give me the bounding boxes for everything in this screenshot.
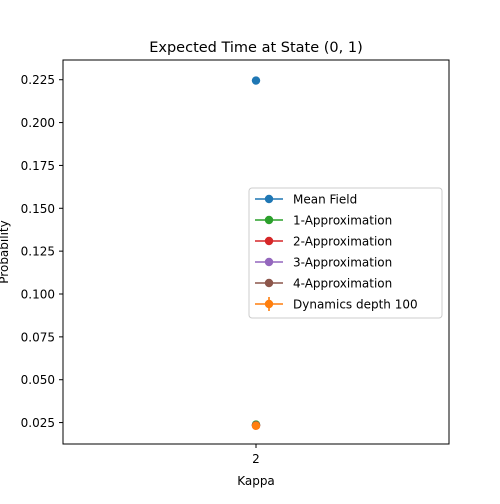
legend-label: Mean Field bbox=[293, 193, 357, 207]
legend-label: 4-Approximation bbox=[293, 277, 392, 291]
legend: Mean Field 1-Approximation 2-Approximation… bbox=[248, 187, 443, 319]
plot-area bbox=[251, 76, 261, 431]
y-tick-label: 0.075 bbox=[21, 330, 55, 344]
legend-marker bbox=[264, 278, 274, 288]
legend-label: Dynamics depth 100 bbox=[293, 298, 418, 312]
chart-title: Expected Time at State (0, 1) bbox=[149, 40, 363, 56]
x-tick-label: 2 bbox=[252, 452, 260, 466]
legend-marker bbox=[264, 257, 274, 267]
legend-marker bbox=[264, 236, 274, 246]
y-tick-label: 0.100 bbox=[21, 288, 55, 302]
y-axis-label: Probability bbox=[0, 220, 11, 283]
y-tick-label: 0.050 bbox=[21, 373, 55, 387]
legend-label: 2-Approximation bbox=[293, 235, 392, 249]
x-axis: 2 bbox=[252, 444, 260, 466]
legend-marker bbox=[264, 299, 274, 309]
y-tick-label: 0.125 bbox=[21, 245, 55, 259]
x-axis-label: Kappa bbox=[237, 474, 275, 488]
data-point bbox=[251, 421, 261, 431]
y-tick-label: 0.200 bbox=[21, 116, 55, 130]
legend-label: 1-Approximation bbox=[293, 214, 392, 228]
y-tick-label: 0.025 bbox=[21, 416, 55, 430]
data-point bbox=[251, 76, 261, 85]
legend-label: 3-Approximation bbox=[293, 256, 392, 270]
legend-marker bbox=[264, 215, 274, 225]
legend-marker bbox=[264, 194, 274, 204]
y-tick-label: 0.175 bbox=[21, 159, 55, 173]
y-tick-label: 0.225 bbox=[21, 73, 55, 87]
y-tick-label: 0.150 bbox=[21, 202, 55, 216]
legend-box bbox=[248, 187, 443, 319]
y-axis: 0.025 0.050 0.075 0.100 0.125 0.150 0.175 0.200… bbox=[21, 73, 63, 430]
